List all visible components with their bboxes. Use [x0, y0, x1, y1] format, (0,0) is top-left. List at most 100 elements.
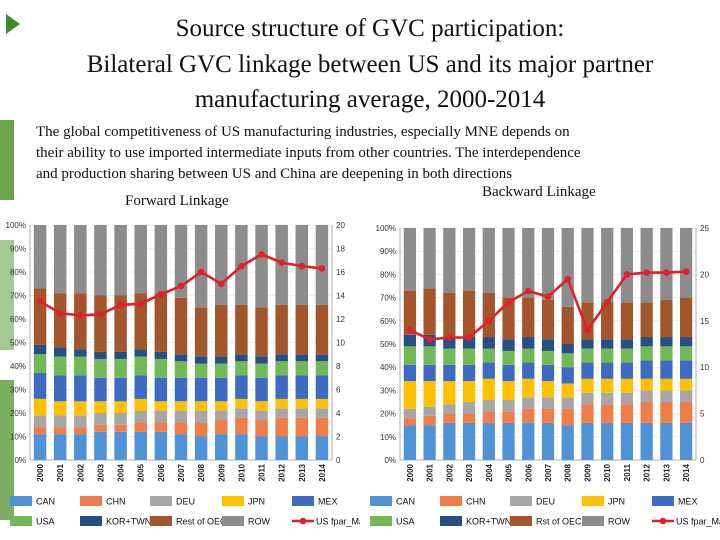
bar-jpn — [541, 381, 555, 398]
y-tick-label: 80% — [380, 270, 396, 279]
bar-mex — [502, 364, 515, 382]
bar-kor-twn — [295, 354, 309, 362]
bar-can — [53, 434, 67, 460]
bar-usa — [134, 356, 147, 376]
y-tick-label: 60% — [380, 317, 396, 326]
bar-can — [174, 434, 188, 460]
x-tick-label: 2003 — [465, 463, 474, 481]
y2-tick-label: 0 — [336, 456, 341, 465]
x-tick-label: 2002 — [445, 463, 454, 481]
x-tick-label: 2012 — [643, 463, 652, 481]
legend-label: KOR+TWN — [466, 517, 511, 527]
bar-rest-of-oecd — [403, 290, 416, 335]
bar-jpn — [94, 401, 107, 413]
legend-swatch — [80, 496, 102, 506]
bar-deu — [561, 397, 574, 409]
bar-can — [601, 422, 614, 460]
bar-usa — [114, 358, 127, 378]
y-tick-label: 10% — [380, 433, 396, 442]
bar-deu — [194, 410, 208, 423]
bar-deu — [315, 408, 329, 418]
bar-mex — [601, 362, 614, 379]
bar-can — [502, 422, 515, 460]
bar-kor-twn — [114, 351, 127, 359]
x-tick-label: 2013 — [298, 463, 307, 481]
x-tick-label: 2002 — [76, 463, 85, 481]
legend-label: Rst of OECD — [536, 517, 589, 527]
bar-deu — [33, 415, 47, 428]
bar-mex — [154, 377, 168, 402]
bar-chn — [423, 415, 436, 426]
bar-chn — [33, 427, 47, 435]
bar-kor-twn — [502, 339, 515, 351]
line-point — [446, 334, 453, 341]
x-tick-label: 2011 — [258, 463, 267, 481]
bar-usa — [620, 348, 634, 363]
y2-tick-label: 14 — [336, 292, 345, 301]
x-tick-label: 2000 — [36, 463, 45, 481]
bar-deu — [660, 390, 673, 402]
y-tick-label: 20% — [380, 410, 396, 419]
bar-kor-twn — [154, 351, 168, 359]
bar-can — [403, 425, 416, 460]
bar-jpn — [295, 398, 309, 409]
line-point — [663, 269, 670, 276]
legend-label: ROW — [248, 517, 271, 527]
legend-swatch — [10, 516, 32, 526]
bar-usa — [482, 348, 495, 363]
bar-row — [601, 228, 614, 303]
bar-chn — [315, 417, 329, 437]
bar-deu — [482, 399, 495, 412]
bar-row — [174, 225, 188, 298]
bar-row — [134, 225, 147, 294]
bar-can — [581, 422, 594, 460]
bar-row — [154, 225, 168, 294]
bar-deu — [502, 399, 515, 412]
x-tick-label: 2009 — [583, 463, 592, 481]
bar-jpn — [620, 378, 634, 393]
bar-mex — [315, 375, 329, 399]
bar-jpn — [134, 398, 147, 411]
bar-rest-of-oecd — [154, 293, 168, 352]
y-tick-label: 50% — [380, 340, 396, 349]
bar-row — [114, 225, 127, 296]
bar-mex — [640, 360, 653, 379]
bar-kor-twn — [443, 337, 456, 349]
legend-swatch — [510, 496, 532, 506]
bar-usa — [522, 348, 535, 363]
bar-deu — [403, 408, 416, 419]
bar-mex — [235, 375, 248, 399]
x-tick-label: 2004 — [485, 463, 494, 481]
bar-jpn — [522, 378, 535, 398]
line-point — [56, 309, 64, 317]
bar-mex — [443, 364, 456, 382]
bar-rest-of-oecd — [255, 307, 268, 357]
accent-bar-bottom — [0, 380, 14, 520]
legend-label: ROW — [608, 517, 631, 527]
legend-swatch — [440, 496, 462, 506]
y-tick-label: 70% — [10, 292, 26, 301]
line-point — [465, 334, 473, 341]
bar-chn — [134, 422, 147, 432]
legend-swatch — [150, 496, 172, 506]
y2-tick-label: 15 — [700, 317, 709, 326]
bar-deu — [295, 408, 309, 418]
bar-can — [74, 434, 87, 460]
bar-chn — [403, 418, 416, 426]
y-tick-label: 20% — [10, 409, 26, 418]
legend-label: US fpar_Man — [676, 517, 720, 527]
bar-row — [462, 228, 476, 291]
bar-jpn — [174, 401, 188, 411]
bar-can — [462, 422, 476, 460]
bar-usa — [74, 356, 87, 376]
bar-can — [561, 425, 574, 460]
legend-swatch — [222, 516, 244, 526]
bar-rest-of-oecd — [295, 304, 309, 355]
bar-can — [680, 422, 693, 460]
bar-row — [74, 225, 87, 294]
line-point — [524, 287, 532, 295]
y-tick-label: 100% — [6, 221, 26, 230]
bar-chn — [443, 413, 456, 423]
line-point — [564, 275, 572, 283]
bar-usa — [255, 363, 268, 378]
